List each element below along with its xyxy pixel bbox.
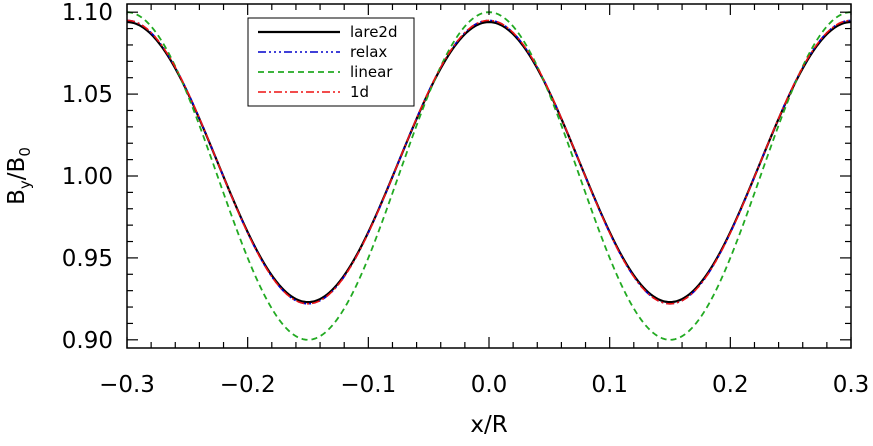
series-line-linear (126, 11, 852, 341)
y-tick-label: 1.00 (62, 164, 113, 190)
legend: lare2d relax linear 1d (247, 17, 415, 107)
series-line-1d (126, 19, 852, 305)
x-tick-label: 0.0 (471, 372, 508, 398)
svg-text:By/B0: By/B0 (4, 147, 34, 205)
x-tick-label: −0.3 (99, 372, 155, 398)
y-axis-label-slash: / (4, 172, 30, 180)
y-tick-label: 0.90 (62, 328, 113, 354)
legend-label-linear: linear (350, 63, 393, 81)
plot-frame (126, 3, 852, 349)
x-tick-label: 0.3 (833, 372, 870, 398)
x-tick-label: −0.1 (340, 372, 396, 398)
x-axis-label: x/R (470, 412, 507, 438)
x-tick-label: 0.1 (591, 372, 628, 398)
legend-label-lare2d: lare2d (350, 23, 398, 41)
series-line-relax (126, 19, 852, 305)
y-tick-label: 1.05 (62, 82, 113, 108)
legend-items: lare2d relax linear 1d (258, 23, 398, 101)
y-axis-label-main-2: B (4, 157, 30, 173)
y-tick-label: 0.95 (62, 246, 113, 272)
y-axis-label-main: B (4, 189, 30, 205)
y-tick-label: 1.10 (62, 0, 113, 26)
series-layer (126, 11, 852, 341)
legend-label-1d: 1d (350, 83, 369, 101)
y-axis-label: By/B0 (4, 147, 34, 205)
y-axis-label-sub-y: y (16, 180, 34, 189)
x-tick-label: 0.2 (712, 372, 749, 398)
ticks-layer (126, 4, 852, 348)
x-tick-label: −0.2 (220, 372, 276, 398)
series-line-lare2d (126, 20, 852, 304)
y-axis-label-sub-0: 0 (16, 147, 34, 157)
tick-labels: −0.3 −0.2 −0.1 0.0 0.1 0.2 0.3 0.90 0.95 1.00 1.05… (62, 0, 870, 398)
legend-label-relax: relax (350, 43, 387, 61)
